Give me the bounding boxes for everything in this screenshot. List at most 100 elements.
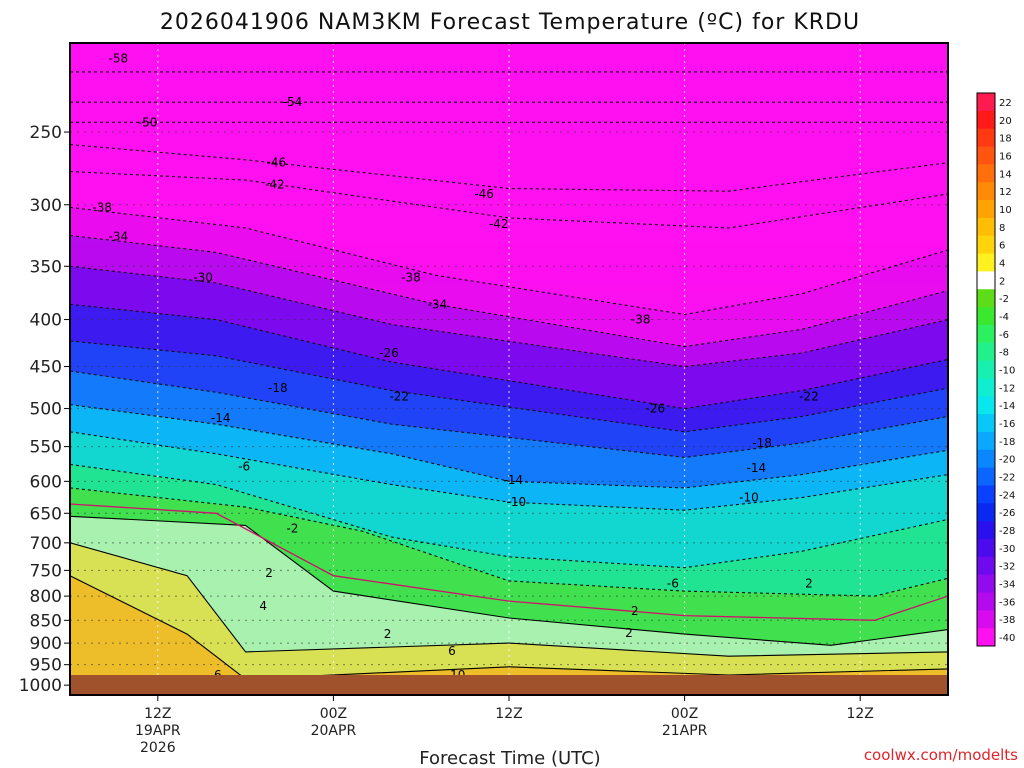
colorbar-label--38: -38 xyxy=(999,615,1015,626)
colorbar-label--36: -36 xyxy=(999,597,1015,608)
plot-area: -58 -54 -50 -46 -42 -46 -38 -42 -34 -30 -38 -34 -38 -… xyxy=(70,43,948,695)
isotherm-line--46 xyxy=(70,144,948,192)
contour-label--10: -10 xyxy=(507,495,527,509)
isotherm-line--2 xyxy=(70,487,948,597)
colorbar-label-20: 20 xyxy=(999,116,1012,127)
contour-label--54: -54 xyxy=(283,95,303,109)
colorbar-swatch-6 xyxy=(977,235,995,255)
contour-label-2: 2 xyxy=(805,576,813,590)
contour-label--38: -38 xyxy=(631,313,651,327)
colorbar: 22 20 18 16 14 12 10 8 6 4 2 -2 -4 -6 -8 -10 -12 -14 -16 -1… xyxy=(976,92,1015,647)
y-tick-label-750: 750 xyxy=(30,561,62,581)
contour-label--18: -18 xyxy=(752,436,772,450)
contour-label--42: -42 xyxy=(265,177,285,191)
colorbar-swatch--26 xyxy=(977,503,995,522)
colorbar-label-4: 4 xyxy=(999,258,1005,269)
contour-label--14: -14 xyxy=(504,473,524,487)
colorbar-swatch-22 xyxy=(977,93,995,112)
isotherm-band-6 xyxy=(70,542,948,695)
colorbar-label--16: -16 xyxy=(999,419,1015,430)
colorbar-swatch-4 xyxy=(977,253,995,272)
colorbar-label--6: -6 xyxy=(999,330,1009,341)
contour-label--38: -38 xyxy=(92,200,112,214)
colorbar-label--18: -18 xyxy=(999,437,1015,448)
colorbar-label--14: -14 xyxy=(999,401,1015,412)
isotherm-line--10 xyxy=(70,431,948,511)
y-tick-label-700: 700 xyxy=(30,534,62,554)
colorbar-label--30: -30 xyxy=(999,544,1015,555)
colorbar-label--26: -26 xyxy=(999,508,1015,519)
colorbar-label-22: 22 xyxy=(999,98,1012,109)
contour-label--22: -22 xyxy=(799,389,819,403)
contour-label--58: -58 xyxy=(108,52,128,66)
colorbar-swatch-8 xyxy=(977,217,995,237)
x-tick-label-6-0: 12Z xyxy=(144,706,171,722)
colorbar-frame xyxy=(976,92,996,647)
colorbar-swatch-2 xyxy=(977,271,995,290)
colorbar-swatch--12 xyxy=(977,378,995,397)
credit-text: coolwx.com/modelts xyxy=(864,746,1018,764)
contour-label--2: -2 xyxy=(286,521,298,535)
colorbar-swatch-20 xyxy=(977,110,995,130)
colorbar-swatch--2 xyxy=(977,289,995,308)
colorbar-swatch--18 xyxy=(977,431,995,451)
colorbar-label--8: -8 xyxy=(999,348,1009,359)
isotherm-line-10 xyxy=(70,575,948,680)
x-tick-label-42-1: 21APR xyxy=(662,723,708,739)
isotherm-line--38 xyxy=(70,206,948,316)
colorbar-label--32: -32 xyxy=(999,562,1015,573)
contour-label-2: 2 xyxy=(625,626,633,640)
colorbar-swatch--38 xyxy=(977,610,995,629)
isotherm-line--18 xyxy=(70,370,948,458)
colorbar-label--4: -4 xyxy=(999,312,1009,323)
colorbar-label--2: -2 xyxy=(999,294,1009,305)
y-tick-label-1000: 1000 xyxy=(19,676,62,696)
y-tick-label-250: 250 xyxy=(30,123,62,143)
colorbar-swatch--22 xyxy=(977,467,995,486)
contour-label--46: -46 xyxy=(267,156,287,170)
colorbar-label--22: -22 xyxy=(999,473,1015,484)
grid-lines xyxy=(70,43,948,695)
colorbar-label-8: 8 xyxy=(999,223,1005,234)
contour-label-2: 2 xyxy=(384,627,392,641)
contour-label-6: 6 xyxy=(448,644,456,658)
colorbar-swatch--10 xyxy=(977,360,995,379)
isotherm-line--30 xyxy=(70,265,948,368)
colorbar-swatch--32 xyxy=(977,556,995,576)
colorbar-swatch--40 xyxy=(977,628,995,647)
colorbar-label-18: 18 xyxy=(999,134,1012,145)
contour-lines xyxy=(70,71,948,680)
isotherm-line-2 xyxy=(70,515,948,646)
isotherm-line--14 xyxy=(70,404,948,489)
contour-label-4: 4 xyxy=(259,599,267,613)
colorbar-label-16: 16 xyxy=(999,151,1012,162)
y-tick-label-950: 950 xyxy=(30,656,62,676)
contour-label--26: -26 xyxy=(646,402,666,416)
ground-surface xyxy=(70,675,948,695)
freezing-line xyxy=(70,503,948,621)
x-tick-label-30-0: 12Z xyxy=(495,706,522,722)
y-tick-label-500: 500 xyxy=(30,400,62,420)
colorbar-label-14: 14 xyxy=(999,169,1012,180)
colorbar-swatch--30 xyxy=(977,538,995,558)
colorbar-swatch--20 xyxy=(977,449,995,469)
colorbar-label--10: -10 xyxy=(999,366,1015,377)
y-tick-label-450: 450 xyxy=(30,358,62,378)
contour-label--34: -34 xyxy=(427,297,447,311)
contour-label--18: -18 xyxy=(268,381,288,395)
contour-label--42: -42 xyxy=(489,217,509,231)
colorbar-swatch--8 xyxy=(977,342,995,362)
y-tick-label-350: 350 xyxy=(30,257,62,277)
colorbar-label-12: 12 xyxy=(999,187,1012,198)
colorbar-swatch--16 xyxy=(977,414,995,433)
contour-label--34: -34 xyxy=(108,230,128,244)
contour-label--50: -50 xyxy=(138,115,158,129)
contour-label--14: -14 xyxy=(211,411,231,425)
x-tick-label-54-0: 12Z xyxy=(846,706,873,722)
y-tick-label-300: 300 xyxy=(30,196,62,216)
contour-label--6: -6 xyxy=(238,459,250,473)
isotherm-line-6 xyxy=(70,542,948,657)
chart-title: 2026041906 NAM3KM Forecast Temperature (… xyxy=(160,10,860,35)
